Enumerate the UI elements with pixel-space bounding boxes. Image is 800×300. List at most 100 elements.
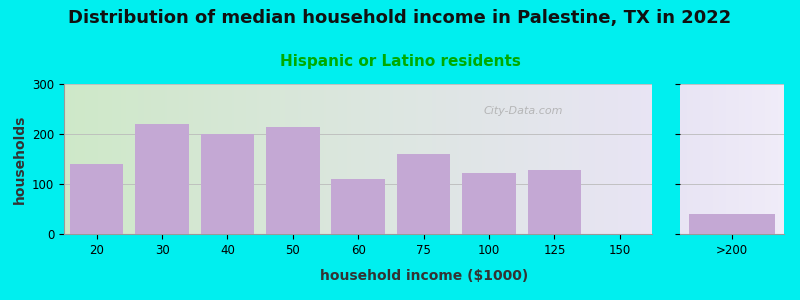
- Bar: [269, 84, 271, 234]
- Bar: [335, 84, 338, 234]
- Bar: [641, 84, 643, 234]
- Bar: [563, 84, 565, 234]
- Bar: [333, 84, 335, 234]
- Bar: [183, 84, 186, 234]
- Bar: [349, 84, 351, 234]
- Text: Distribution of median household income in Palestine, TX in 2022: Distribution of median household income …: [68, 9, 732, 27]
- Bar: [250, 84, 253, 234]
- Bar: [388, 84, 390, 234]
- Bar: [266, 84, 269, 234]
- Bar: [182, 84, 183, 234]
- Bar: [588, 84, 590, 234]
- Bar: [599, 84, 602, 234]
- Bar: [402, 84, 404, 234]
- Bar: [119, 84, 122, 234]
- Bar: [393, 84, 395, 234]
- Bar: [117, 84, 119, 234]
- Bar: [82, 84, 85, 234]
- Bar: [87, 84, 90, 234]
- Bar: [232, 84, 234, 234]
- Bar: [471, 84, 473, 234]
- Bar: [616, 84, 618, 234]
- Bar: [345, 84, 346, 234]
- Bar: [533, 84, 535, 234]
- Bar: [201, 134, 254, 234]
- Bar: [549, 84, 551, 234]
- Bar: [328, 84, 330, 234]
- Bar: [71, 84, 73, 234]
- Bar: [625, 84, 627, 234]
- Bar: [354, 84, 356, 234]
- Bar: [179, 84, 182, 234]
- Bar: [138, 84, 140, 234]
- Bar: [234, 84, 237, 234]
- Bar: [454, 84, 457, 234]
- Bar: [620, 84, 622, 234]
- Y-axis label: households: households: [13, 114, 26, 204]
- Bar: [106, 84, 108, 234]
- Text: household income ($1000): household income ($1000): [320, 269, 528, 283]
- Bar: [570, 84, 572, 234]
- Bar: [282, 84, 285, 234]
- Bar: [572, 84, 574, 234]
- Bar: [259, 84, 262, 234]
- Bar: [220, 84, 222, 234]
- Bar: [577, 84, 579, 234]
- Bar: [517, 84, 519, 234]
- Bar: [266, 127, 320, 234]
- Bar: [558, 84, 561, 234]
- Bar: [218, 84, 220, 234]
- Bar: [512, 84, 514, 234]
- Bar: [271, 84, 273, 234]
- Bar: [466, 84, 469, 234]
- Bar: [372, 84, 374, 234]
- Bar: [90, 84, 91, 234]
- Bar: [377, 84, 379, 234]
- Bar: [611, 84, 614, 234]
- Bar: [598, 84, 599, 234]
- Bar: [480, 84, 482, 234]
- Bar: [582, 84, 583, 234]
- Bar: [478, 84, 480, 234]
- Bar: [648, 84, 650, 234]
- Bar: [604, 84, 606, 234]
- Bar: [464, 84, 466, 234]
- Bar: [482, 84, 485, 234]
- Bar: [409, 84, 411, 234]
- Bar: [632, 84, 634, 234]
- Bar: [314, 84, 317, 234]
- Bar: [172, 84, 174, 234]
- Bar: [462, 84, 464, 234]
- Bar: [351, 84, 354, 234]
- Bar: [190, 84, 193, 234]
- Bar: [319, 84, 322, 234]
- Bar: [551, 84, 554, 234]
- Bar: [324, 84, 326, 234]
- Bar: [158, 84, 161, 234]
- Bar: [340, 84, 342, 234]
- Bar: [346, 84, 349, 234]
- Bar: [606, 84, 609, 234]
- Bar: [75, 84, 78, 234]
- Bar: [390, 84, 393, 234]
- Bar: [567, 84, 570, 234]
- Bar: [614, 84, 616, 234]
- Bar: [154, 84, 156, 234]
- Bar: [308, 84, 310, 234]
- Bar: [630, 84, 632, 234]
- Bar: [627, 84, 630, 234]
- Bar: [306, 84, 308, 234]
- Bar: [510, 84, 512, 234]
- Bar: [370, 84, 372, 234]
- Bar: [453, 84, 454, 234]
- Bar: [291, 84, 294, 234]
- Bar: [609, 84, 611, 234]
- Bar: [78, 84, 80, 234]
- Bar: [128, 84, 130, 234]
- Bar: [400, 84, 402, 234]
- Bar: [561, 84, 563, 234]
- Bar: [312, 84, 314, 234]
- Bar: [69, 84, 71, 234]
- Bar: [70, 164, 123, 234]
- Bar: [246, 84, 248, 234]
